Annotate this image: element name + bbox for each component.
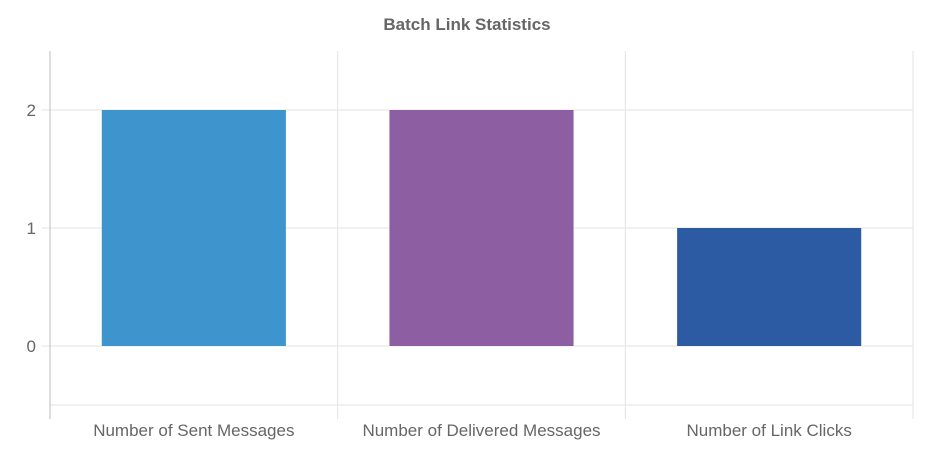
y-tick-label: 2 <box>27 101 36 120</box>
x-category-label: Number of Sent Messages <box>93 421 294 440</box>
chart-title: Batch Link Statistics <box>383 15 550 34</box>
bars-group <box>101 110 862 346</box>
x-category-label: Number of Delivered Messages <box>362 421 600 440</box>
y-tick-label: 0 <box>27 337 36 356</box>
y-axis-ticks: 0 1 2 <box>27 101 36 356</box>
bar-3[interactable] <box>677 228 862 346</box>
bar-1[interactable] <box>101 110 286 346</box>
y-tick-label: 1 <box>27 219 36 238</box>
x-category-label: Number of Link Clicks <box>687 421 852 440</box>
x-axis-labels: Number of Sent Messages Number of Deliver… <box>93 421 852 440</box>
bar-2[interactable] <box>389 110 574 346</box>
